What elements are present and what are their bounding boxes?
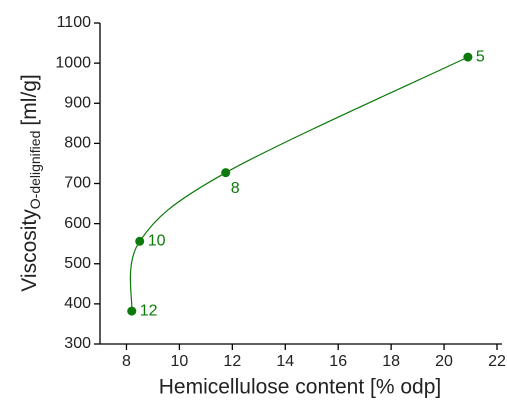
point-label: 5	[476, 48, 485, 65]
x-tick-label: 10	[171, 353, 189, 370]
y-tick-label: 600	[64, 215, 91, 232]
x-tick-label: 20	[435, 353, 453, 370]
point	[463, 52, 473, 62]
y-tick-label: 900	[64, 94, 91, 111]
x-tick-label: 8	[122, 353, 131, 370]
curve	[129, 56, 469, 312]
point	[127, 306, 137, 316]
x-tick-label: 16	[329, 353, 347, 370]
y-tick-label: 300	[64, 335, 91, 352]
point	[135, 236, 145, 246]
point	[221, 168, 231, 178]
y-tick-label: 1000	[55, 54, 91, 71]
y-tick-label: 700	[64, 175, 91, 192]
x-tick-label: 22	[488, 353, 506, 370]
point-label: 12	[140, 302, 158, 319]
point-label: 10	[148, 232, 166, 249]
point-label: 8	[231, 180, 240, 197]
y-tick-label: 400	[64, 295, 91, 312]
y-tick-label: 800	[64, 135, 91, 152]
y-label-subscript: O-delignified	[27, 131, 43, 210]
y-tick-label: 1100	[57, 14, 92, 31]
x-tick-label: 14	[276, 353, 294, 370]
x-axis-label: Hemicellulose content [% odp]	[159, 376, 442, 399]
y-label-unit: [ml/g]	[18, 74, 41, 125]
y-axis-label: ViscosityO-delignified [ml/g]	[18, 74, 43, 291]
y-tick-label: 500	[64, 255, 91, 272]
x-tick-label: 12	[223, 353, 241, 370]
y-label-main: Viscosity	[18, 209, 41, 292]
x-tick-label: 18	[382, 353, 400, 370]
